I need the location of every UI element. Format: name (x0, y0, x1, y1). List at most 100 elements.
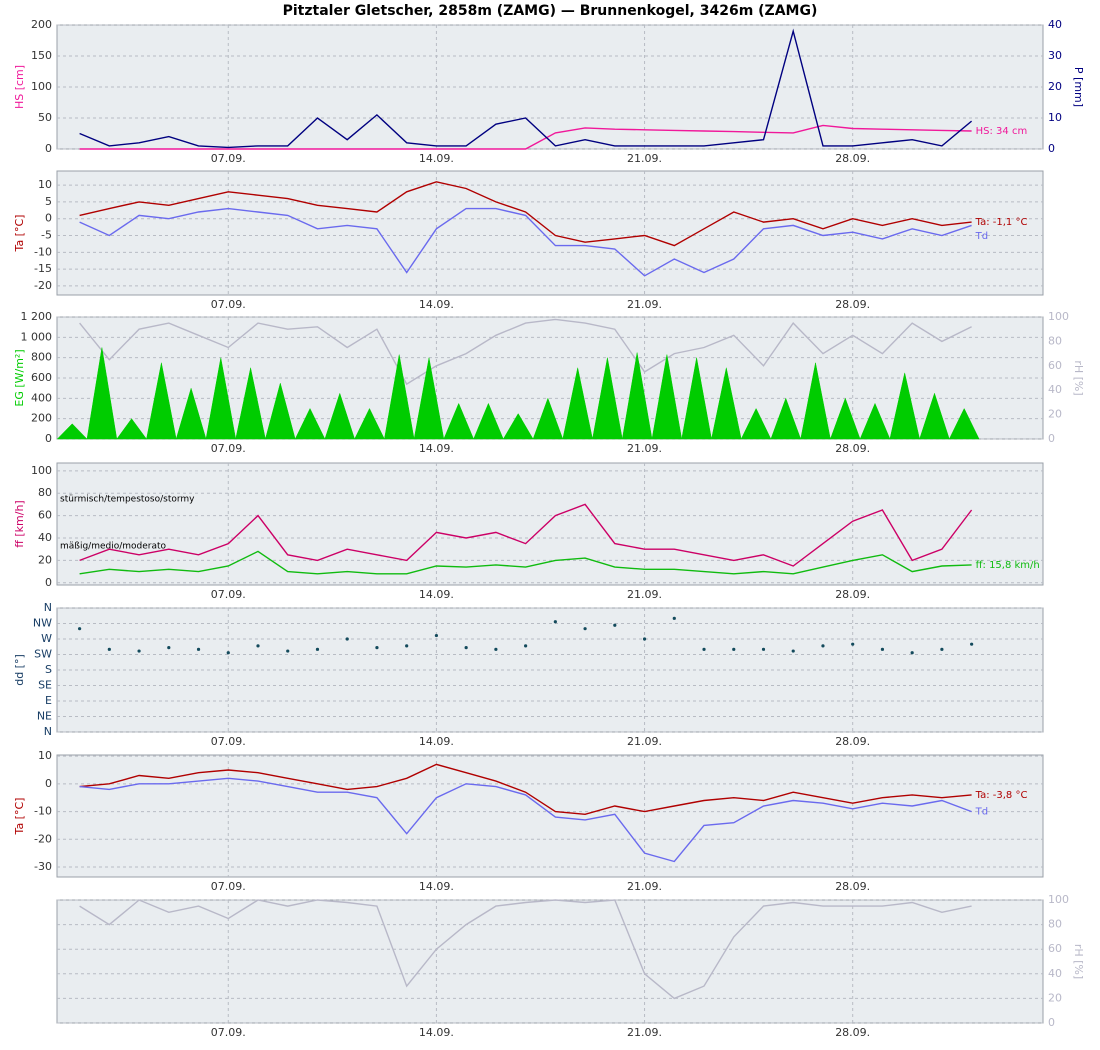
line (79, 763, 972, 816)
area (56, 347, 980, 440)
y-tick-label: 60 (38, 509, 52, 522)
x-tick-label: 14.09. (419, 298, 454, 311)
x-tick-label: 14.09. (419, 152, 454, 165)
plot-area (56, 899, 1044, 1024)
x-tick-label: 14.09. (419, 588, 454, 601)
y-axis-label: EG [W/m²] (13, 349, 26, 406)
plot-area (56, 754, 1044, 878)
y2-tick-label: 30 (1048, 49, 1062, 62)
y-tick-label: 150 (31, 49, 52, 62)
x-tick-label: 28.09. (835, 735, 870, 748)
series-label: Ta: -1,1 °C (975, 217, 1028, 228)
x-tick-label: 28.09. (835, 1026, 870, 1039)
x-tick-label: 28.09. (835, 588, 870, 601)
y2-tick-label: 10 (1048, 111, 1062, 124)
data-point (940, 647, 944, 651)
series-label: Td (975, 807, 988, 818)
line (79, 503, 973, 567)
data-point (167, 646, 171, 650)
line (79, 550, 972, 575)
y2-tick-label: 100 (1048, 893, 1069, 906)
y2-tick-label: 40 (1048, 967, 1062, 980)
x-tick-label: 21.09. (627, 588, 662, 601)
data-point (286, 649, 290, 653)
data-point (77, 627, 82, 631)
y-axis-label: Ta [°C] (13, 798, 26, 836)
data-point (553, 620, 557, 624)
data-point (315, 647, 320, 651)
data-point (791, 649, 795, 653)
line (79, 207, 972, 277)
y-tick-label: N (44, 725, 52, 738)
x-tick-label: 21.09. (627, 442, 662, 455)
chart-title: Pitztaler Gletscher, 2858m (ZAMG) — Brun… (283, 3, 818, 19)
y-axis-label: ff [km/h] (13, 500, 26, 547)
y2-tick-label: 100 (1048, 310, 1069, 323)
x-tick-label: 07.09. (211, 298, 246, 311)
series-label: Ta: -3,8 °C (975, 790, 1028, 801)
annotation: stürmisch/tempestoso/stormy (60, 495, 195, 505)
y2-tick-label: 20 (1048, 991, 1062, 1004)
y-tick-label: 20 (38, 553, 52, 566)
y2-tick-label: 20 (1048, 80, 1062, 93)
y-tick-label: 1 200 (21, 310, 53, 323)
x-tick-label: 14.09. (419, 880, 454, 893)
y-tick-label: -20 (34, 279, 52, 292)
data-point (405, 644, 409, 648)
line (79, 28, 973, 149)
x-tick-label: 28.09. (835, 298, 870, 311)
x-tick-label: 28.09. (835, 442, 870, 455)
x-tick-label: 21.09. (627, 298, 662, 311)
series-label: HS: 34 cm (976, 126, 1028, 137)
y-tick-label: S (45, 663, 52, 676)
x-tick-label: 07.09. (211, 1026, 246, 1039)
y-tick-label: 100 (31, 464, 52, 477)
data-point (970, 642, 974, 646)
data-point (345, 637, 349, 641)
data-point (524, 644, 528, 648)
x-tick-label: 07.09. (211, 442, 246, 455)
x-tick-label: 28.09. (835, 880, 870, 893)
x-tick-label: 28.09. (835, 152, 870, 165)
y-axis-label: dd [°] (13, 654, 26, 686)
data-point (613, 623, 617, 627)
plot-area (56, 462, 1044, 586)
y-tick-label: NW (33, 617, 52, 630)
y2-tick-label: 0 (1048, 142, 1055, 155)
x-tick-label: 14.09. (419, 442, 454, 455)
y-tick-label: 400 (31, 391, 52, 404)
data-point (732, 647, 736, 651)
data-point (256, 644, 260, 648)
line (79, 899, 972, 1000)
data-point (226, 651, 230, 655)
y-tick-label: 100 (31, 80, 52, 93)
y2-tick-label: 40 (1048, 18, 1062, 31)
data-point (642, 637, 647, 641)
y-tick-label: 0 (45, 212, 52, 225)
data-point (672, 616, 676, 620)
y-tick-label: -10 (34, 245, 52, 258)
series-label: Td (975, 231, 988, 242)
data-point (107, 647, 111, 651)
y2-tick-label: 80 (1048, 918, 1062, 931)
x-tick-label: 14.09. (419, 1026, 454, 1039)
annotation: mäßig/medio/moderato (60, 542, 167, 552)
plot-area (56, 170, 1044, 296)
y2-tick-label: 20 (1048, 408, 1062, 421)
y-tick-label: 800 (31, 351, 52, 364)
x-tick-label: 07.09. (211, 735, 246, 748)
y-tick-label: E (45, 694, 52, 707)
data-point (880, 647, 885, 651)
y-tick-label: W (41, 632, 52, 645)
y2-tick-label: 0 (1048, 432, 1055, 445)
y2-tick-label: 60 (1048, 359, 1062, 372)
data-point (851, 642, 855, 646)
line (79, 318, 972, 386)
y2-axis-label: P [mm] (1072, 67, 1085, 107)
x-tick-label: 07.09. (211, 880, 246, 893)
y-tick-label: 0 (45, 576, 52, 589)
data-point (583, 627, 587, 631)
y-tick-label: NE (37, 710, 52, 723)
y2-axis-label: rH [%] (1072, 944, 1085, 979)
